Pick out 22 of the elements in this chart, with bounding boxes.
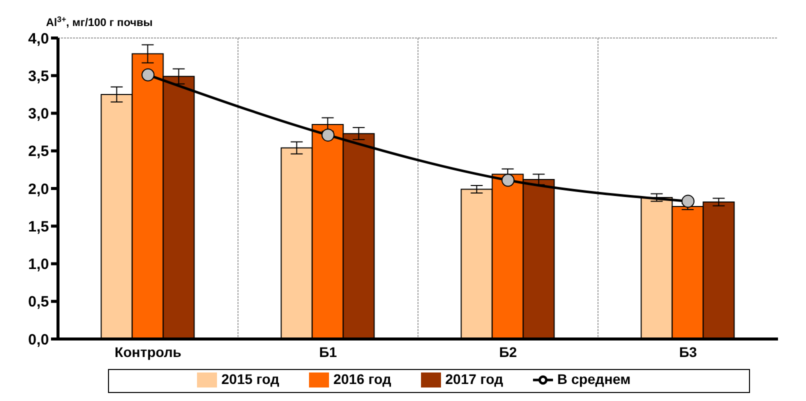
y-tick-label: 3,0 [28, 106, 49, 123]
y-tick-label: 2,0 [28, 180, 49, 198]
x-tick-label: Б1 [319, 344, 338, 360]
y-tick-label: 3,5 [28, 68, 49, 85]
y-tick-label: 1,5 [28, 218, 49, 236]
x-tick-label: Контроль [114, 344, 182, 360]
y-tick-label: 0,5 [28, 294, 49, 311]
y-axis-title: Al$^{3+}$, мг/100 г почвы [46, 14, 153, 29]
y-tick-label: 1,0 [28, 256, 49, 274]
legend-label: 2016 год [333, 370, 392, 387]
point [502, 174, 514, 187]
legend-label: В среднем [557, 370, 631, 387]
x-tick-label: Б3 [679, 344, 698, 360]
y-tick-label: 2,5 [28, 143, 49, 160]
legend-label: 2017 год [445, 370, 504, 387]
point [682, 194, 694, 208]
point [142, 68, 154, 82]
y-tick-label: 4,0 [28, 30, 49, 48]
y-tick-label: 0,0 [28, 331, 49, 348]
point [322, 128, 334, 142]
x-tick-label: Б2 [499, 344, 518, 360]
legend-label: 2015 год [221, 370, 280, 387]
